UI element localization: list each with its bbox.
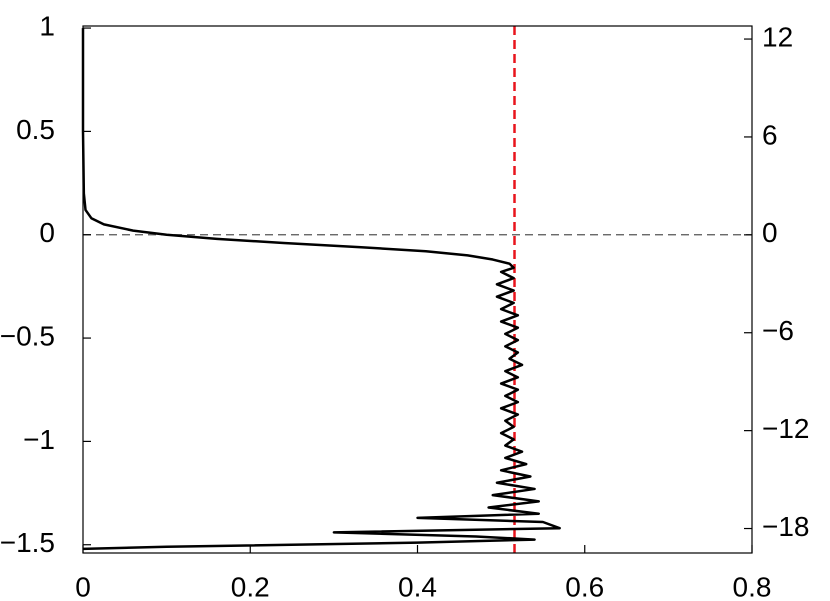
- y-tick-label: 1: [39, 10, 55, 41]
- y-tick-label: −0.5: [0, 320, 55, 351]
- y-tick-label: −1: [23, 424, 55, 455]
- y2-tick-label: 12: [762, 21, 793, 52]
- y2-tick-label: −18: [762, 511, 810, 542]
- profile-line: [81, 28, 561, 551]
- y-tick-label: 0.5: [16, 114, 55, 145]
- y2-tick-label: 6: [762, 119, 778, 150]
- y-tick-label: −1.5: [0, 527, 55, 558]
- x-tick-label: 0.8: [733, 571, 772, 601]
- y-tick-label: 0: [39, 217, 55, 248]
- x-tick-label: 0.4: [398, 571, 437, 601]
- y2-tick-label: −6: [762, 315, 794, 346]
- x-tick-label: 0.6: [565, 571, 604, 601]
- y2-tick-label: 0: [762, 217, 778, 248]
- x-tick-label: 0: [75, 571, 91, 601]
- plot-frame: [82, 25, 753, 554]
- y2-tick-label: −12: [762, 413, 810, 444]
- x-tick-label: 0.2: [231, 571, 270, 601]
